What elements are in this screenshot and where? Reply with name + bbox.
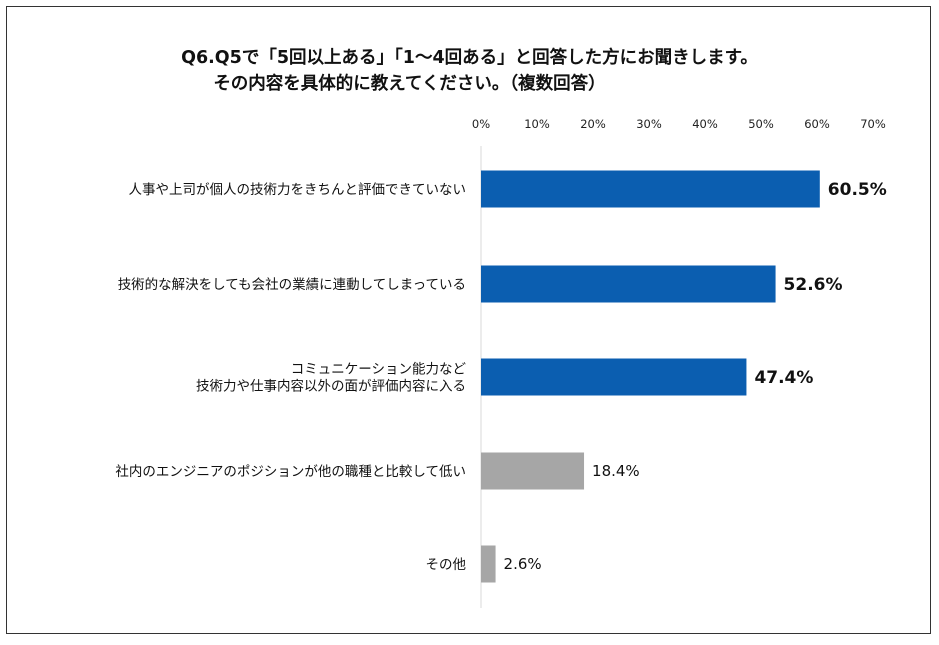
x-tick-label: 0%	[472, 117, 490, 131]
chart-title-line2: その内容を具体的に教えてください。（複数回答）	[213, 74, 606, 94]
x-tick-label: 10%	[524, 117, 550, 131]
category-label: 技術的な解決をしても会社の業績に連動してしまっている	[118, 277, 466, 293]
category-label: 社内のエンジニアのポジションが他の職種と比較して低い	[115, 464, 466, 480]
x-tick-label: 40%	[692, 117, 718, 131]
bar	[481, 170, 820, 208]
x-tick-label: 30%	[636, 117, 662, 131]
data-label: 60.5%	[828, 180, 887, 200]
data-label: 52.6%	[784, 275, 843, 295]
x-tick-label: 70%	[860, 117, 886, 131]
bar	[481, 265, 776, 303]
x-tick-label: 20%	[580, 117, 606, 131]
bar	[481, 452, 585, 490]
category-label: 技術力や仕事内容以外の面が評価内容に入る	[196, 378, 466, 395]
category-label: 人事や上司が個人の技術力をきちんと評価できていない	[129, 182, 467, 198]
data-label: 18.4%	[592, 462, 640, 480]
bar	[481, 358, 747, 396]
bar	[481, 545, 496, 583]
data-label: 2.6%	[504, 555, 542, 573]
category-label: コミュニケーション能力など	[291, 362, 467, 378]
chart-title-line1: Q6.Q5で「5回以上ある」「1～4回ある」と回答した方にお聞きします。	[181, 48, 758, 68]
chart-frame	[6, 6, 931, 634]
x-tick-label: 60%	[804, 117, 830, 131]
category-label: その他	[426, 557, 467, 573]
data-label: 47.4%	[754, 368, 813, 388]
x-tick-label: 50%	[748, 117, 774, 131]
